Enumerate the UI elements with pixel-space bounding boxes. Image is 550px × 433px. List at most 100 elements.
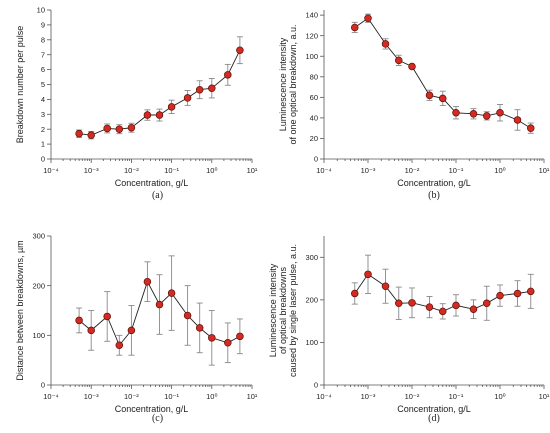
data-point xyxy=(381,282,390,290)
data-point xyxy=(224,71,232,79)
x-tick-label: 10⁻² xyxy=(124,392,139,401)
data-point xyxy=(195,324,204,332)
data-point xyxy=(395,56,403,65)
data-point xyxy=(351,23,359,32)
y-tick-label: 0 xyxy=(314,155,318,164)
x-tick-label: 10¹ xyxy=(247,392,258,401)
data-point xyxy=(155,111,164,119)
y-tick-label: 0 xyxy=(41,155,45,164)
x-tick-label: 10⁻¹ xyxy=(449,166,464,175)
y-tick-label: 300 xyxy=(32,232,45,241)
data-point xyxy=(408,62,416,71)
x-tick-label: 10⁻³ xyxy=(84,166,99,175)
y-tick-label: 7 xyxy=(41,50,45,59)
x-tick-label: 10⁰ xyxy=(206,166,217,175)
data-point xyxy=(452,301,460,310)
data-point xyxy=(183,311,192,320)
series-line xyxy=(79,50,241,136)
data-point xyxy=(496,291,504,300)
y-tick-label: 8 xyxy=(41,35,45,44)
data-point xyxy=(208,84,216,92)
y-axis-label: of optical breakdowns xyxy=(278,266,288,354)
y-tick-label: 5 xyxy=(41,80,45,89)
x-tick-label: 10¹ xyxy=(247,166,258,175)
data-point xyxy=(483,299,491,308)
data-point xyxy=(513,289,522,298)
data-point xyxy=(527,124,535,132)
y-tick-label: 100 xyxy=(305,52,318,61)
series-line xyxy=(354,17,532,129)
x-tick-label: 10¹ xyxy=(539,392,550,401)
x-tick-label: 10⁻⁴ xyxy=(316,166,332,175)
data-point xyxy=(513,116,522,124)
data-point xyxy=(127,326,136,335)
data-point xyxy=(87,131,95,139)
data-point xyxy=(425,91,434,100)
y-tick-label: 100 xyxy=(305,338,318,347)
data-point xyxy=(483,112,491,120)
x-tick-label: 10⁻⁴ xyxy=(43,166,59,175)
data-point xyxy=(155,300,164,309)
data-point xyxy=(208,334,216,342)
panel-c: 10⁻⁴ 10⁻³ 10⁻² 10⁻¹ 10⁰ 10¹ 0 100 200 300 Concentr… xyxy=(15,232,258,424)
data-point xyxy=(115,341,124,350)
x-tick-label: 10¹ xyxy=(539,166,550,175)
y-tick-label: 200 xyxy=(305,295,318,304)
panel-d: 10⁻⁴ 10⁻³ 10⁻² 10⁻¹ 10⁰ 10¹ 0 100 200 300 Concentr… xyxy=(268,236,550,424)
panel-label: (b) xyxy=(428,190,440,201)
data-point xyxy=(143,277,152,286)
data-point xyxy=(87,326,95,335)
x-axis-label: Concentration, g/L xyxy=(115,178,189,188)
panel-a: 10⁻⁴ 10⁻³ 10⁻² 10⁻¹ 10⁰ 10¹ 0 1 2 3 4 5 6 7 8 9 10 Concen… xyxy=(15,6,258,201)
y-tick-label: 140 xyxy=(305,11,318,20)
x-tick-label: 10⁻¹ xyxy=(164,166,179,175)
y-tick-label: 0 xyxy=(41,381,45,390)
data-point xyxy=(75,129,83,138)
panel-label: (c) xyxy=(152,413,163,424)
data-point xyxy=(115,125,124,133)
data-point xyxy=(143,111,152,119)
data-point xyxy=(236,332,244,341)
y-axis-label: Luminescence intensity xyxy=(268,263,278,357)
y-tick-label: 3 xyxy=(41,110,45,119)
data-point xyxy=(364,14,372,22)
data-point xyxy=(127,123,136,132)
data-point xyxy=(103,124,111,133)
data-point xyxy=(364,270,372,279)
panel-b: 10⁻⁴ 10⁻³ 10⁻² 10⁻¹ 10⁰ 10¹ 0 20 40 60 80 100 120 140… xyxy=(278,10,550,201)
panel-label: (d) xyxy=(428,413,440,424)
y-axis-label: Distance between breakdowns, µm xyxy=(15,240,25,380)
data-point xyxy=(195,85,204,94)
y-tick-label: 120 xyxy=(305,31,318,40)
data-point xyxy=(527,287,535,296)
data-point xyxy=(224,339,232,347)
y-tick-label: 300 xyxy=(305,253,318,262)
panel-label: (a) xyxy=(152,190,163,201)
x-axis-label: Concentration, g/L xyxy=(115,404,189,414)
data-point xyxy=(469,305,478,313)
data-point xyxy=(167,103,176,111)
x-tick-label: 10⁻¹ xyxy=(449,392,464,401)
y-tick-label: 2 xyxy=(41,125,45,134)
data-point xyxy=(236,46,244,54)
y-tick-label: 6 xyxy=(41,65,45,74)
x-tick-label: 10⁻¹ xyxy=(164,392,179,401)
data-point xyxy=(75,316,83,325)
data-point xyxy=(496,109,504,117)
data-point xyxy=(351,289,359,298)
data-point xyxy=(408,299,416,307)
data-point xyxy=(439,307,447,316)
x-tick-label: 10⁻⁴ xyxy=(316,392,332,401)
x-tick-label: 10⁻³ xyxy=(361,392,376,401)
data-point xyxy=(469,110,478,118)
y-tick-label: 80 xyxy=(310,72,318,81)
data-point xyxy=(425,303,434,311)
data-point xyxy=(381,40,390,48)
x-tick-label: 10⁻⁴ xyxy=(43,392,59,401)
data-point xyxy=(452,109,460,117)
y-tick-label: 20 xyxy=(310,134,318,143)
x-tick-label: 10⁰ xyxy=(206,392,217,401)
y-tick-label: 4 xyxy=(41,95,45,104)
y-axis-label: Luminescence intensity xyxy=(278,37,288,131)
